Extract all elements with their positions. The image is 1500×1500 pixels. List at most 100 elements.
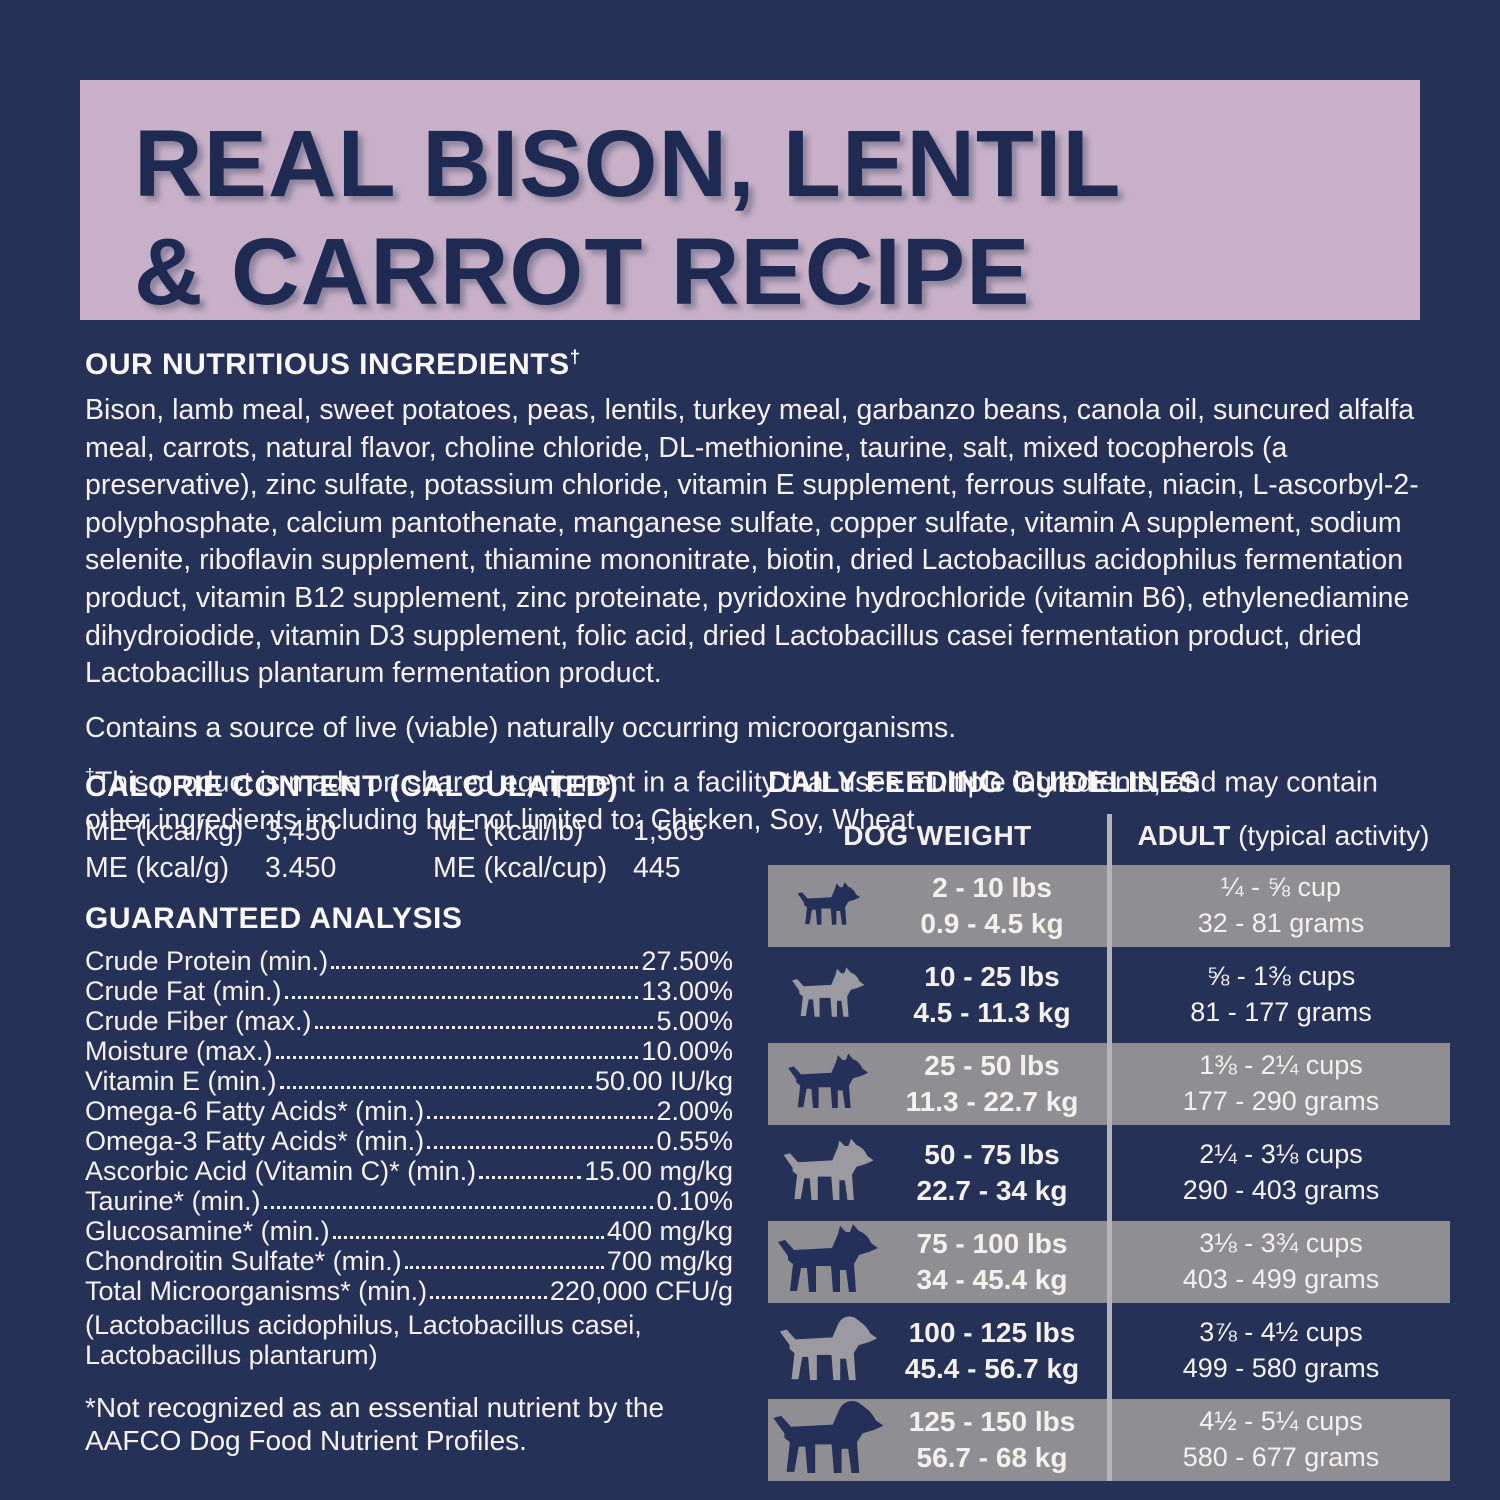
analysis-label: Vitamin E (min.): [85, 1066, 277, 1096]
weight-kg: 11.3 - 22.7 kg: [905, 1086, 1079, 1117]
ingredients-section: OUR NUTRITIOUS INGREDIENTS† Bison, lamb …: [85, 346, 1437, 856]
microorganisms-note: (Lactobacillus acidophilus, Lactobacillu…: [85, 1310, 642, 1371]
calorie-label: ME (kcal/cup): [433, 851, 608, 884]
dog-small-icon: [768, 966, 890, 1024]
live-microorganisms-note: Contains a source of live (viable) natur…: [85, 711, 957, 744]
amount-cups: 4½ - 5¼ cups: [1199, 1406, 1363, 1437]
feeding-amount-cell: ¼ - ⅝ cup 32 - 81 grams: [1112, 865, 1450, 947]
analysis-label: Omega-6 Fatty Acids* (min.): [85, 1096, 425, 1126]
analysis-value: 0.10%: [656, 1186, 733, 1216]
dog-giant-icon: [768, 1396, 890, 1484]
page-title: REAL BISON, LENTIL & CARROT RECIPE: [134, 110, 1420, 327]
analysis-row: Crude Fat (min.) 13.00%: [85, 976, 733, 1006]
feeding-amount-cell: ⅝ - 1⅜ cups 81 - 177 grams: [1112, 954, 1450, 1036]
guaranteed-analysis-heading: GUARANTEED ANALYSIS: [85, 902, 463, 935]
column-header-adult-normal: (typical activity): [1238, 820, 1430, 851]
dot-leader: [479, 1176, 582, 1179]
analysis-value: 50.00 IU/kg: [594, 1066, 733, 1096]
weight-lbs: 100 - 125 lbs: [908, 1317, 1076, 1349]
analysis-label: Ascorbic Acid (Vitamin C)* (min.): [85, 1156, 477, 1186]
column-divider: [1107, 814, 1112, 1481]
page-title-line2: & CARROT RECIPE: [134, 219, 1031, 326]
dot-leader: [314, 1026, 654, 1029]
analysis-row: Moisture (max.) 10.00%: [85, 1036, 733, 1066]
analysis-value: 220,000 CFU/g: [549, 1276, 733, 1306]
calorie-label: ME (kcal/kg): [85, 815, 244, 847]
ingredients-list: Bison, lamb meal, sweet potatoes, peas, …: [85, 394, 1419, 690]
dot-leader: [427, 1146, 654, 1149]
analysis-value: 13.00%: [641, 976, 733, 1006]
weight-kg: 34 - 45.4 kg: [916, 1264, 1068, 1295]
calorie-grid: ME (kcal/kg) 3,450 ME (kcal/lb) 1,565 ME…: [85, 814, 745, 886]
dot-leader: [263, 1206, 654, 1209]
amount-grams: 290 - 403 grams: [1182, 1175, 1380, 1205]
weight-lbs: 50 - 75 lbs: [924, 1139, 1060, 1171]
dot-leader: [430, 1296, 547, 1299]
dagger-mark: †: [569, 346, 581, 367]
shared-equipment-note-text: This product is made on shared equipment…: [85, 766, 1379, 837]
calorie-value: 1,565: [633, 815, 705, 847]
weight-lbs: 10 - 25 lbs: [924, 961, 1060, 993]
calorie-value: 3,450: [265, 815, 337, 847]
weight-kg: 22.7 - 34 kg: [916, 1175, 1068, 1206]
analysis-label: Crude Fiber (max.): [85, 1006, 312, 1036]
dot-leader: [427, 1116, 654, 1119]
analysis-label: Crude Fat (min.): [85, 976, 282, 1006]
analysis-row: Taurine* (min.) 0.10%: [85, 1186, 733, 1216]
dog-weight-cell: 50 - 75 lbs 22.7 - 34 kg: [768, 1132, 1112, 1214]
calorie-label: ME (kcal/g): [85, 851, 230, 884]
feeding-row: 10 - 25 lbs 4.5 - 11.3 kg ⅝ - 1⅜ cups 81…: [768, 954, 1450, 1036]
amount-grams: 403 - 499 grams: [1182, 1264, 1380, 1294]
analysis-value: 0.55%: [656, 1126, 733, 1156]
feeding-amount-cell: 2¼ - 3⅛ cups 290 - 403 grams: [1112, 1132, 1450, 1214]
dog-xlarge-icon: [768, 1222, 890, 1302]
analysis-label: Glucosamine* (min.): [85, 1216, 330, 1246]
dot-leader: [275, 1056, 639, 1059]
analysis-label: Crude Protein (min.): [85, 946, 329, 976]
amount-cups: 3⅞ - 4½ cups: [1199, 1317, 1363, 1348]
dog-weight-cell: 75 - 100 lbs 34 - 45.4 kg: [768, 1221, 1112, 1303]
analysis-row: Total Microorganisms* (min.) 220,000 CFU…: [85, 1276, 733, 1306]
title-panel: REAL BISON, LENTIL & CARROT RECIPE: [80, 80, 1420, 325]
amount-cups: ¼ - ⅝ cup: [1220, 872, 1342, 903]
amount-cups: 1⅜ - 2¼ cups: [1199, 1050, 1363, 1081]
dot-leader: [284, 996, 639, 999]
analysis-label: Moisture (max.): [85, 1036, 273, 1066]
amount-cups: 2¼ - 3⅛ cups: [1199, 1139, 1363, 1170]
feeding-amount-cell: 3⅛ - 3¾ cups 403 - 499 grams: [1112, 1221, 1450, 1303]
analysis-value: 15.00 mg/kg: [584, 1156, 733, 1186]
analysis-row: Crude Fiber (max.) 5.00%: [85, 1006, 733, 1036]
dot-leader: [331, 966, 639, 969]
feeding-amount-cell: 4½ - 5¼ cups 580 - 677 grams: [1112, 1399, 1450, 1481]
dog-weight-cell: 100 - 125 lbs 45.4 - 56.7 kg: [768, 1310, 1112, 1392]
analysis-row: Ascorbic Acid (Vitamin C)* (min.) 15.00 …: [85, 1156, 733, 1186]
analysis-row: Chondroitin Sulfate* (min.) 700 mg/kg: [85, 1246, 733, 1276]
analysis-label: Taurine* (min.): [85, 1186, 261, 1216]
analysis-label: Chondroitin Sulfate* (min.): [85, 1246, 402, 1276]
analysis-row: Vitamin E (min.) 50.00 IU/kg: [85, 1066, 733, 1096]
calorie-label: ME (kcal/lb): [433, 815, 584, 847]
weight-lbs: 75 - 100 lbs: [916, 1228, 1068, 1260]
analysis-value: 27.50%: [641, 946, 733, 976]
weight-kg: 0.9 - 4.5 kg: [920, 908, 1064, 939]
analysis-row: Omega-6 Fatty Acids* (min.) 2.00%: [85, 1096, 733, 1126]
feeding-guidelines-section: DAILY FEEDING GUIDELINES DOG WEIGHT ADUL…: [768, 766, 1450, 1481]
analysis-label: Total Microorganisms* (min.): [85, 1276, 428, 1306]
feeding-table: DOG WEIGHT ADULT (typical activity) 2 - …: [768, 814, 1450, 1481]
dog-weight-cell: 125 - 150 lbs 56.7 - 68 kg: [768, 1399, 1112, 1481]
amount-grams: 32 - 81 grams: [1197, 908, 1365, 938]
dog-weight-cell: 10 - 25 lbs 4.5 - 11.3 kg: [768, 954, 1112, 1036]
feeding-table-header: DOG WEIGHT ADULT (typical activity): [768, 814, 1450, 858]
analysis-row: Glucosamine* (min.) 400 mg/kg: [85, 1216, 733, 1246]
ingredients-heading-text: OUR NUTRITIOUS INGREDIENTS: [85, 348, 570, 381]
analysis-value: 400 mg/kg: [606, 1216, 733, 1246]
dot-leader: [404, 1266, 604, 1269]
amount-grams: 499 - 580 grams: [1182, 1353, 1380, 1383]
analysis-row: Crude Protein (min.) 27.50%: [85, 946, 733, 976]
feeding-guidelines-heading: DAILY FEEDING GUIDELINES: [768, 766, 1201, 799]
dog-weight-cell: 2 - 10 lbs 0.9 - 4.5 kg: [768, 865, 1112, 947]
dog-xxlarge-icon: [768, 1312, 890, 1390]
calorie-content-section: CALORIE CONTENT (CALCULATED) ME (kcal/kg…: [85, 770, 745, 886]
analysis-value: 10.00%: [641, 1036, 733, 1066]
